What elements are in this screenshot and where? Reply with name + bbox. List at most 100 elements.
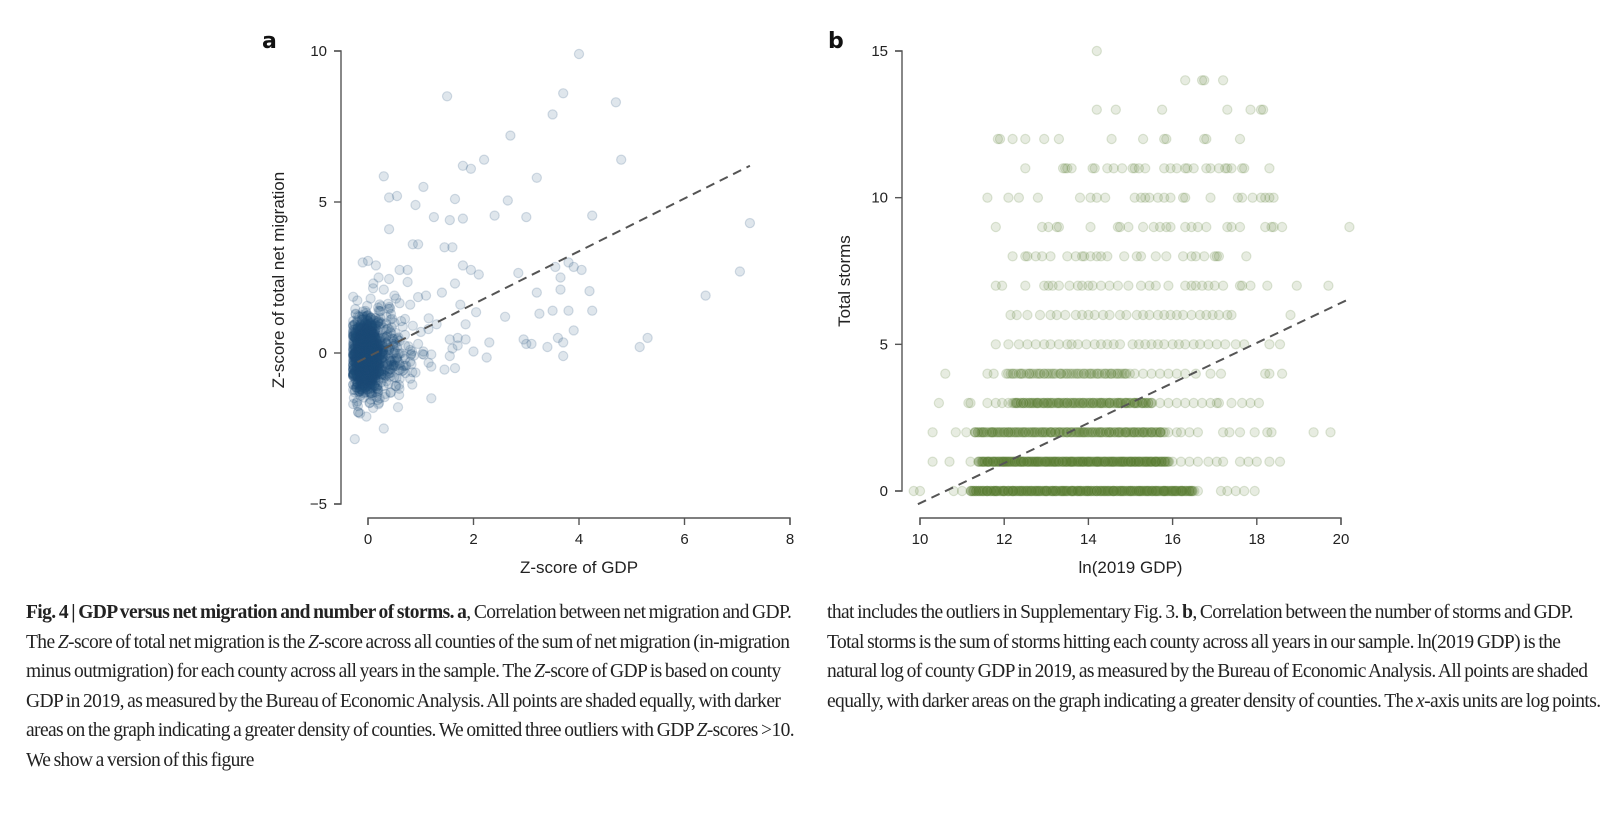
data-point bbox=[368, 331, 379, 343]
data-point bbox=[354, 343, 365, 355]
data-point bbox=[361, 323, 372, 334]
data-point bbox=[1184, 427, 1195, 438]
data-point bbox=[402, 264, 413, 276]
data-point bbox=[364, 361, 375, 373]
data-point bbox=[362, 315, 373, 326]
data-point bbox=[358, 335, 369, 346]
data-point bbox=[563, 257, 574, 268]
data-point bbox=[350, 365, 361, 376]
data-point bbox=[386, 333, 398, 344]
data-point bbox=[362, 332, 373, 343]
data-point bbox=[357, 361, 369, 372]
data-point bbox=[368, 367, 380, 378]
data-point bbox=[373, 305, 384, 316]
data-point bbox=[573, 48, 585, 60]
data-point bbox=[555, 284, 566, 295]
data-point bbox=[364, 343, 375, 354]
data-point bbox=[365, 317, 376, 328]
data-point bbox=[354, 381, 366, 392]
data-point bbox=[359, 334, 370, 345]
data-point bbox=[366, 357, 377, 368]
data-point bbox=[369, 366, 381, 378]
data-point bbox=[1118, 251, 1130, 262]
data-point bbox=[362, 310, 373, 321]
data-point bbox=[355, 362, 366, 373]
data-point bbox=[359, 342, 370, 353]
data-point bbox=[361, 319, 373, 331]
data-point bbox=[355, 373, 366, 384]
data-point bbox=[391, 190, 403, 202]
data-point bbox=[534, 308, 545, 319]
data-point bbox=[365, 334, 377, 345]
data-point bbox=[362, 363, 374, 374]
data-point bbox=[1038, 133, 1050, 145]
data-point bbox=[364, 378, 375, 390]
data-point bbox=[360, 360, 371, 372]
data-point bbox=[367, 329, 378, 340]
data-point bbox=[1234, 427, 1246, 438]
data-point bbox=[1217, 280, 1229, 291]
data-point bbox=[950, 427, 962, 438]
data-point bbox=[360, 323, 372, 334]
data-point bbox=[363, 326, 374, 337]
data-point bbox=[365, 394, 376, 405]
data-point bbox=[361, 411, 372, 422]
data-point bbox=[1238, 485, 1250, 497]
data-point bbox=[348, 364, 359, 375]
data-point bbox=[365, 340, 376, 351]
data-point bbox=[364, 374, 376, 386]
data-point bbox=[379, 364, 391, 375]
caption-italic: x bbox=[1416, 690, 1425, 712]
data-point bbox=[355, 322, 366, 333]
data-point bbox=[371, 358, 382, 369]
data-point bbox=[449, 278, 461, 289]
data-point bbox=[368, 372, 379, 383]
caption-title: GDP versus net migration and number of s… bbox=[78, 602, 454, 623]
data-point bbox=[478, 154, 490, 165]
data-point bbox=[521, 211, 532, 223]
data-point bbox=[363, 337, 374, 349]
data-point bbox=[354, 383, 366, 394]
data-point bbox=[366, 373, 378, 385]
data-point bbox=[367, 283, 379, 294]
data-point bbox=[360, 325, 372, 336]
data-point bbox=[350, 374, 361, 385]
data-point bbox=[386, 322, 397, 333]
data-point bbox=[360, 361, 371, 372]
data-point bbox=[642, 332, 653, 344]
data-point bbox=[365, 380, 376, 392]
data-point bbox=[358, 350, 370, 362]
data-point bbox=[371, 357, 382, 369]
data-point bbox=[420, 290, 432, 301]
data-point bbox=[385, 314, 396, 325]
data-point bbox=[356, 377, 367, 388]
data-point bbox=[351, 370, 362, 381]
data-point bbox=[399, 329, 411, 341]
data-point bbox=[513, 267, 524, 279]
data-point bbox=[348, 291, 359, 302]
data-point bbox=[361, 343, 372, 354]
data-point bbox=[394, 383, 405, 394]
data-point bbox=[360, 343, 372, 355]
data-point bbox=[377, 352, 388, 363]
data-point bbox=[383, 273, 395, 285]
data-point bbox=[360, 354, 371, 365]
data-point bbox=[356, 361, 367, 373]
data-point bbox=[356, 348, 367, 360]
data-point bbox=[350, 356, 362, 368]
data-point bbox=[1150, 251, 1162, 262]
data-point bbox=[354, 379, 366, 390]
data-point bbox=[361, 329, 372, 341]
data-point bbox=[361, 375, 372, 386]
data-point bbox=[1020, 280, 1031, 291]
data-point bbox=[364, 313, 375, 325]
data-point bbox=[610, 97, 622, 108]
data-point bbox=[390, 327, 401, 339]
data-point bbox=[1285, 309, 1296, 321]
data-point bbox=[1144, 309, 1155, 321]
data-point bbox=[369, 381, 380, 392]
data-point bbox=[457, 160, 469, 171]
data-point bbox=[356, 362, 368, 373]
data-point bbox=[364, 334, 376, 346]
data-point bbox=[352, 378, 364, 390]
